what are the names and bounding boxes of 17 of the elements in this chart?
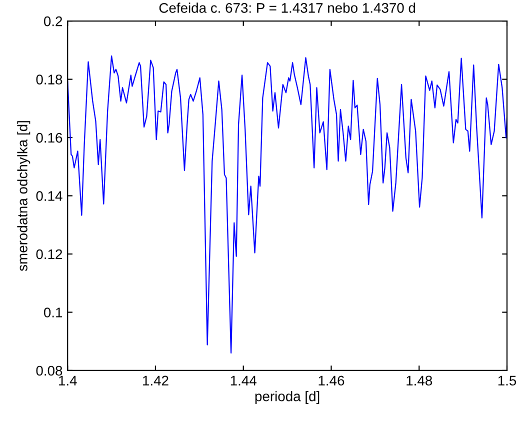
y-tick-label: 0.14 — [36, 191, 62, 201]
x-tick-label: 1.4 — [59, 376, 77, 386]
chart-title: Cefeida c. 673: P = 1.4317 nebo 1.4370 d — [159, 2, 416, 13]
y-tick-label: 0.2 — [44, 16, 62, 26]
y-tick-label: 0.08 — [36, 366, 62, 376]
y-tick-label: 0.12 — [36, 249, 62, 260]
x-axis-title: perioda [d] — [255, 391, 320, 404]
y-tick-label: 0.1 — [44, 308, 62, 318]
line-series — [68, 55, 507, 354]
y-axis-title: smerodatna odchylka [d] — [17, 121, 30, 272]
x-tick-label: 1.44 — [230, 376, 256, 386]
y-tick-label: 0.16 — [36, 132, 62, 143]
y-tick-label: 0.18 — [36, 74, 62, 84]
x-tick-label: 1.5 — [498, 376, 516, 386]
x-tick-label: 1.48 — [406, 376, 432, 386]
x-tick-label: 1.42 — [143, 376, 168, 386]
x-tick-label: 1.46 — [318, 376, 344, 386]
